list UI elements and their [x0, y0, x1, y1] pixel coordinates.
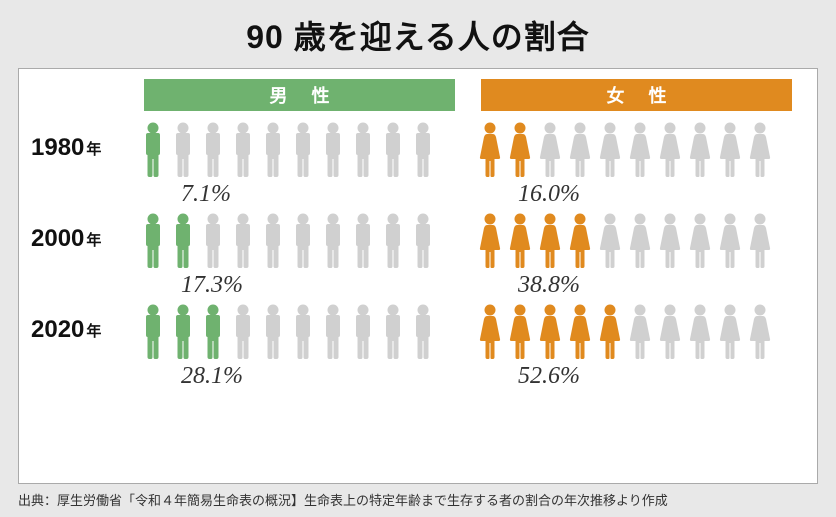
male-col: 7.1%: [131, 117, 468, 208]
female-icon: [506, 121, 534, 179]
male-icon: [349, 212, 377, 270]
female-icon: [536, 121, 564, 179]
male-icon: [349, 121, 377, 179]
male-pct: 28.1%: [181, 363, 243, 390]
female-icon: [566, 212, 594, 270]
female-header: 女性: [481, 79, 791, 111]
female-icon: [566, 121, 594, 179]
female-icon: [716, 121, 744, 179]
male-icon: [199, 212, 227, 270]
male-icon: [139, 121, 167, 179]
female-icon: [506, 303, 534, 361]
year-number: 1980: [31, 134, 84, 162]
male-icon: [169, 303, 197, 361]
male-icon: [289, 121, 317, 179]
female-icon: [626, 121, 654, 179]
year-label: 2000 年: [31, 208, 131, 270]
data-row: 2000 年 17.3%: [31, 208, 805, 299]
female-icon: [476, 303, 504, 361]
male-icon: [409, 212, 437, 270]
male-icon: [139, 212, 167, 270]
male-icon: [169, 212, 197, 270]
male-icon: [259, 212, 287, 270]
year-suffix: 年: [86, 229, 101, 250]
male-col: 17.3%: [131, 208, 468, 299]
female-icon: [476, 212, 504, 270]
female-pct: 52.6%: [518, 363, 580, 390]
female-col: 38.8%: [468, 208, 805, 299]
male-icon: [259, 121, 287, 179]
female-icon: [716, 303, 744, 361]
male-icon: [199, 303, 227, 361]
female-icon: [626, 303, 654, 361]
female-icon: [656, 303, 684, 361]
header-row: 男性 女性: [31, 79, 805, 111]
male-icon: [379, 212, 407, 270]
male-icon: [169, 121, 197, 179]
female-icon: [746, 212, 774, 270]
year-label: 1980 年: [31, 117, 131, 179]
year-suffix: 年: [86, 320, 101, 341]
chart-title: 90 歳を迎える人の割合: [18, 12, 818, 58]
female-col: 52.6%: [468, 299, 805, 390]
female-pct: 16.0%: [518, 181, 580, 208]
female-icon: [716, 212, 744, 270]
female-icon: [566, 303, 594, 361]
data-row: 1980 年 7.1%: [31, 117, 805, 208]
female-icon: [686, 212, 714, 270]
male-col: 28.1%: [131, 299, 468, 390]
female-icon: [746, 303, 774, 361]
male-icon: [319, 303, 347, 361]
male-icon: [409, 303, 437, 361]
male-pct: 17.3%: [181, 272, 243, 299]
chart-panel: 男性 女性 1980 年: [18, 68, 818, 484]
male-icon: [319, 121, 347, 179]
female-col: 16.0%: [468, 117, 805, 208]
male-icon: [229, 303, 257, 361]
female-icon: [536, 212, 564, 270]
people-row: [476, 299, 774, 361]
female-icon: [626, 212, 654, 270]
male-icon: [379, 303, 407, 361]
source-text: 出典：厚生労働省「令和４年簡易生命表の概況】生命表上の特定年齢まで生存する者の割…: [18, 490, 818, 509]
female-icon: [746, 121, 774, 179]
male-icon: [379, 121, 407, 179]
male-icon: [259, 303, 287, 361]
female-icon: [596, 303, 624, 361]
people-row: [476, 208, 774, 270]
female-icon: [506, 212, 534, 270]
year-label: 2020 年: [31, 299, 131, 361]
male-header: 男性: [144, 79, 454, 111]
people-row: [139, 117, 437, 179]
year-suffix: 年: [86, 138, 101, 159]
year-number: 2000: [31, 225, 84, 253]
male-icon: [229, 212, 257, 270]
female-icon: [476, 121, 504, 179]
male-icon: [229, 121, 257, 179]
people-row: [476, 117, 774, 179]
female-pct: 38.8%: [518, 272, 580, 299]
male-icon: [319, 212, 347, 270]
people-row: [139, 208, 437, 270]
data-row: 2020 年 28.1%: [31, 299, 805, 390]
male-icon: [289, 303, 317, 361]
female-icon: [686, 121, 714, 179]
year-number: 2020: [31, 316, 84, 344]
female-icon: [596, 212, 624, 270]
male-pct: 7.1%: [181, 181, 231, 208]
male-icon: [289, 212, 317, 270]
female-icon: [656, 121, 684, 179]
male-icon: [139, 303, 167, 361]
female-icon: [656, 212, 684, 270]
people-row: [139, 299, 437, 361]
male-icon: [409, 121, 437, 179]
female-icon: [536, 303, 564, 361]
female-icon: [686, 303, 714, 361]
female-icon: [596, 121, 624, 179]
male-icon: [199, 121, 227, 179]
male-icon: [349, 303, 377, 361]
